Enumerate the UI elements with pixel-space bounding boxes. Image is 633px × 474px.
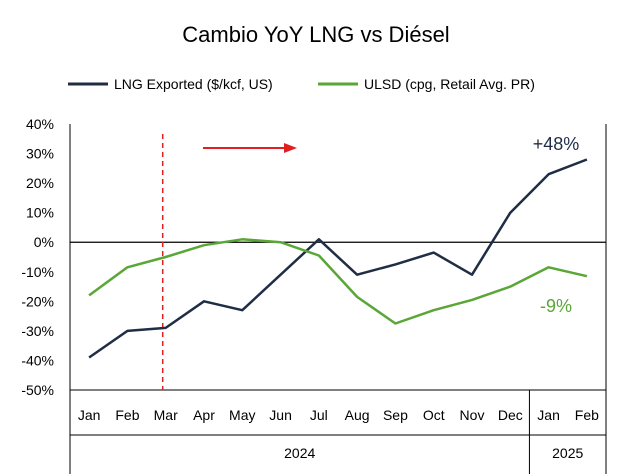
x-tick-label: Nov [460, 407, 485, 423]
x-tick-label: Apr [193, 407, 215, 423]
x-tick-label: May [229, 407, 255, 423]
x-tick-label: Mar [154, 407, 178, 423]
y-tick-label: -20% [21, 293, 54, 309]
y-tick-label: -40% [21, 352, 54, 368]
direction-arrow-head [284, 143, 297, 153]
series-line-lng [88, 158, 588, 359]
y-tick-label: 10% [26, 205, 54, 221]
legend: LNG Exported ($/kcf, US) ULSD (cpg, Reta… [68, 76, 535, 92]
y-tick-label: 20% [26, 175, 54, 191]
y-tick-label: 30% [26, 146, 54, 162]
chart-title: Cambio YoY LNG vs Diésel [182, 22, 449, 47]
series-line-ulsd [88, 238, 588, 325]
x-tick-label: Sep [383, 407, 408, 423]
y-tick-label: -50% [21, 382, 54, 398]
chart-marks [88, 134, 588, 390]
x-tick-label: Jul [310, 407, 328, 423]
y-tick-label: 0% [34, 234, 54, 250]
x-tick-label: Feb [115, 407, 139, 423]
x-tick-label: Jun [269, 407, 292, 423]
y-tick-label: -30% [21, 323, 54, 339]
legend-label-ulsd: ULSD (cpg, Retail Avg. PR) [364, 76, 535, 92]
axes: -50% -40% -30% -20% -10% 0% 10% 20% 30% 40% Jan Feb… [21, 116, 607, 474]
x-tick-label: Aug [345, 407, 370, 423]
year-group-label: 2025 [552, 445, 583, 461]
x-tick-label: Jan [78, 407, 101, 423]
y-tick-label: 40% [26, 116, 54, 132]
annotations: +48% -9% [533, 134, 580, 316]
year-group-label: 2024 [284, 445, 315, 461]
annotation-ulsd-change: -9% [540, 296, 572, 316]
y-tick-label: -10% [21, 264, 54, 280]
annotation-lng-change: +48% [533, 134, 580, 154]
x-tick-label: Jan [537, 407, 560, 423]
x-tick-label: Dec [498, 407, 523, 423]
legend-label-lng: LNG Exported ($/kcf, US) [114, 76, 273, 92]
x-tick-label: Feb [575, 407, 599, 423]
x-tick-label: Oct [423, 407, 445, 423]
